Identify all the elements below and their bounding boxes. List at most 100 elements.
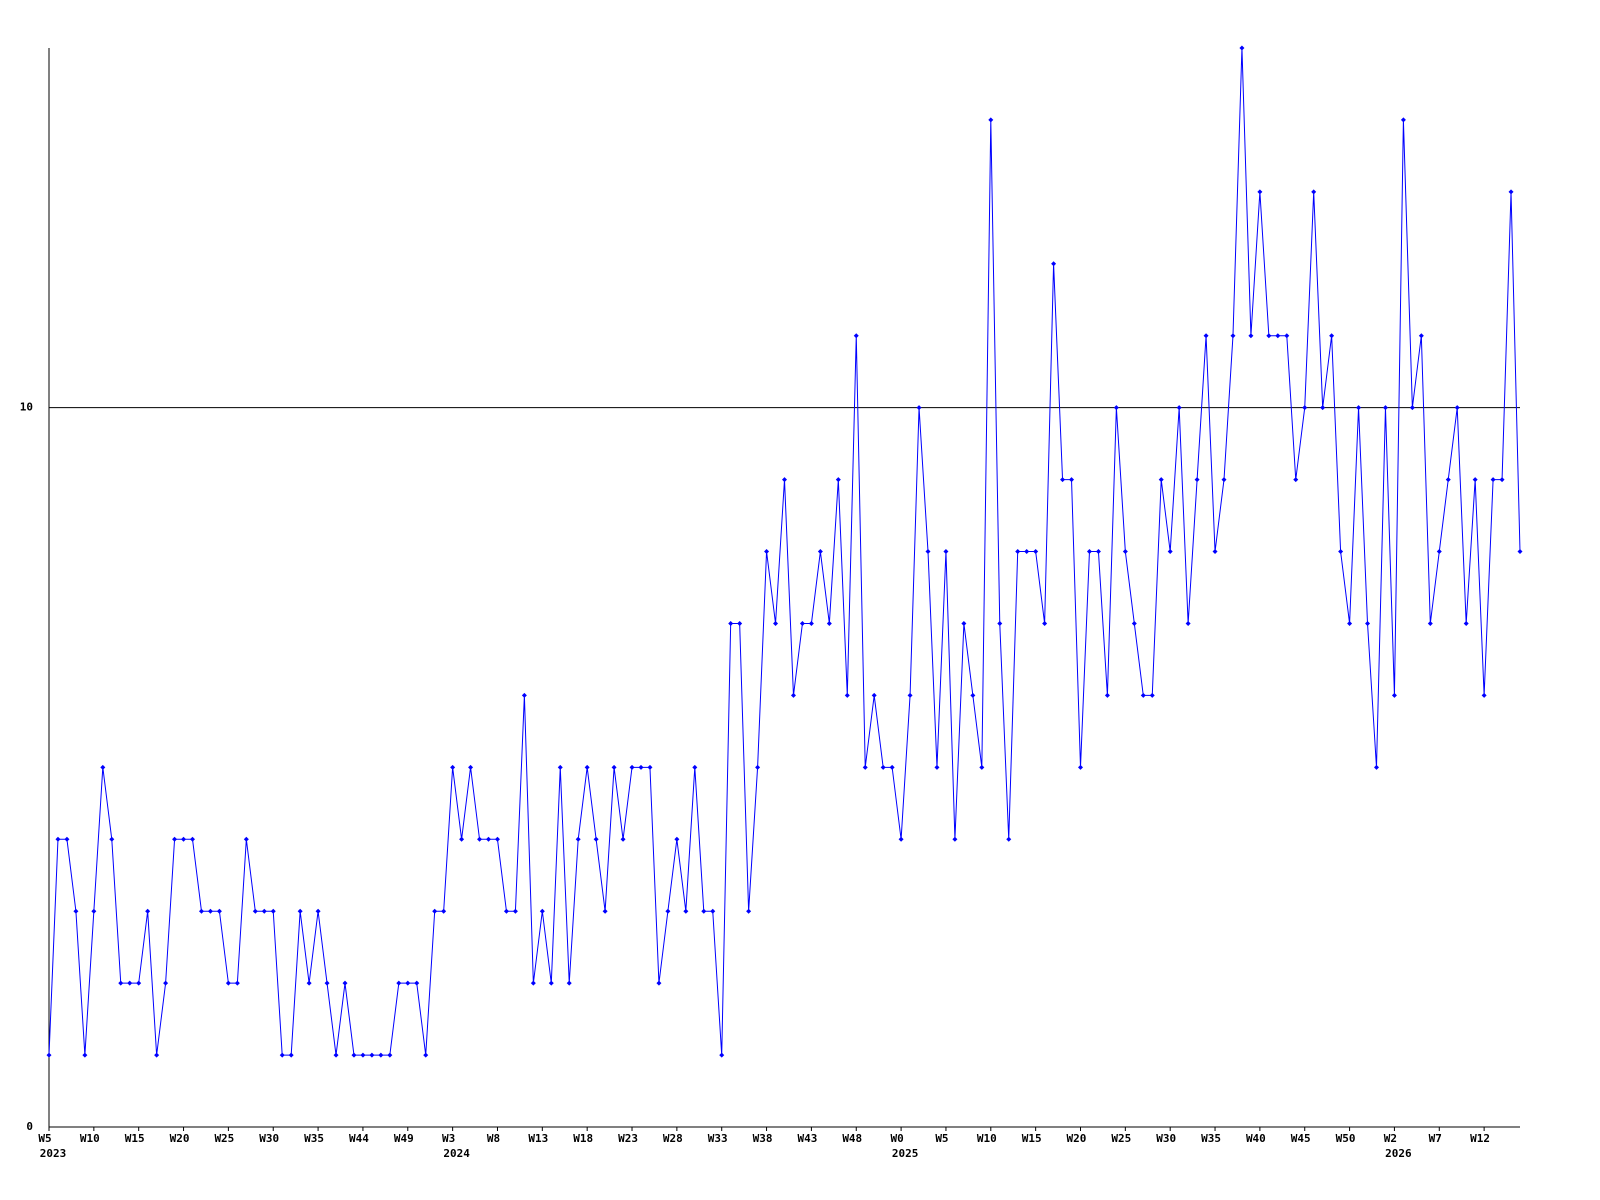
x-tick-label: W2 xyxy=(1384,1132,1397,1145)
data-point xyxy=(154,1052,160,1058)
data-point xyxy=(396,980,402,986)
data-point xyxy=(1095,549,1101,555)
data-point xyxy=(728,620,734,626)
data-point xyxy=(1490,477,1496,483)
data-point xyxy=(799,620,805,626)
data-point xyxy=(1113,405,1119,411)
x-tick-label: W5 xyxy=(38,1132,51,1145)
x-tick-label: W30 xyxy=(259,1132,279,1145)
data-point xyxy=(1508,189,1514,195)
data-point xyxy=(100,764,106,770)
data-point xyxy=(539,908,545,914)
data-point xyxy=(279,1052,285,1058)
data-point xyxy=(710,908,716,914)
data-point xyxy=(1203,333,1209,339)
x-tick-label: W20 xyxy=(1067,1132,1087,1145)
data-point xyxy=(163,980,169,986)
x-tick-label: W5 xyxy=(935,1132,948,1145)
data-point xyxy=(414,980,420,986)
x-tick-label: W50 xyxy=(1336,1132,1356,1145)
data-point xyxy=(1194,477,1200,483)
data-point xyxy=(1275,333,1281,339)
x-tick-label: W49 xyxy=(394,1132,414,1145)
data-point xyxy=(548,980,554,986)
data-point xyxy=(1042,620,1048,626)
data-point xyxy=(1248,333,1254,339)
data-point xyxy=(172,836,178,842)
data-point xyxy=(1373,764,1379,770)
data-point xyxy=(1024,549,1030,555)
data-point xyxy=(1077,764,1083,770)
data-point xyxy=(934,764,940,770)
data-point xyxy=(952,836,958,842)
x-tick-label: W8 xyxy=(487,1132,500,1145)
data-point xyxy=(1302,405,1308,411)
data-point xyxy=(459,836,465,842)
data-point xyxy=(1454,405,1460,411)
data-point xyxy=(91,908,97,914)
data-point xyxy=(360,1052,366,1058)
data-point xyxy=(190,836,196,842)
data-point xyxy=(234,980,240,986)
data-point xyxy=(988,117,994,123)
data-point xyxy=(692,764,698,770)
data-point xyxy=(808,620,814,626)
year-label: 2026 xyxy=(1385,1147,1412,1160)
x-tick-label: W10 xyxy=(977,1132,997,1145)
data-point xyxy=(1472,477,1478,483)
data-point xyxy=(387,1052,393,1058)
data-point xyxy=(306,980,312,986)
data-point xyxy=(1320,405,1326,411)
data-point xyxy=(746,908,752,914)
data-point xyxy=(701,908,707,914)
data-point xyxy=(1140,692,1146,698)
x-tick-label: W44 xyxy=(349,1132,369,1145)
data-point xyxy=(1212,549,1218,555)
data-point xyxy=(835,477,841,483)
data-point xyxy=(826,620,832,626)
data-point xyxy=(136,980,142,986)
x-tick-label: W15 xyxy=(1022,1132,1042,1145)
data-point xyxy=(683,908,689,914)
data-point xyxy=(916,405,922,411)
data-point xyxy=(1499,477,1505,483)
data-point xyxy=(252,908,258,914)
data-point xyxy=(1293,477,1299,483)
data-point xyxy=(181,836,187,842)
data-point xyxy=(261,908,267,914)
x-tick-label: W45 xyxy=(1291,1132,1311,1145)
data-point xyxy=(1122,549,1128,555)
data-point xyxy=(1365,620,1371,626)
data-point xyxy=(477,836,483,842)
x-tick-label: W7 xyxy=(1429,1132,1442,1145)
data-point xyxy=(216,908,222,914)
data-point xyxy=(638,764,644,770)
data-point xyxy=(1221,477,1227,483)
data-point xyxy=(82,1052,88,1058)
data-point xyxy=(73,908,79,914)
y-tick-label: 10 xyxy=(20,401,33,414)
data-point xyxy=(1185,620,1191,626)
data-point xyxy=(1284,333,1290,339)
x-tick-label: W23 xyxy=(618,1132,638,1145)
data-point xyxy=(1400,117,1406,123)
data-point xyxy=(880,764,886,770)
x-tick-label: W3 xyxy=(442,1132,455,1145)
data-point xyxy=(378,1052,384,1058)
data-point xyxy=(737,620,743,626)
data-point xyxy=(1033,549,1039,555)
data-point xyxy=(575,836,581,842)
data-point xyxy=(288,1052,294,1058)
data-point xyxy=(1060,477,1066,483)
data-point xyxy=(1015,549,1021,555)
data-point xyxy=(871,692,877,698)
data-point xyxy=(907,692,913,698)
data-point xyxy=(64,836,70,842)
data-point xyxy=(1069,477,1075,483)
data-point xyxy=(324,980,330,986)
year-label: 2024 xyxy=(443,1147,470,1160)
data-point xyxy=(1311,189,1317,195)
x-tick-label: W25 xyxy=(214,1132,234,1145)
